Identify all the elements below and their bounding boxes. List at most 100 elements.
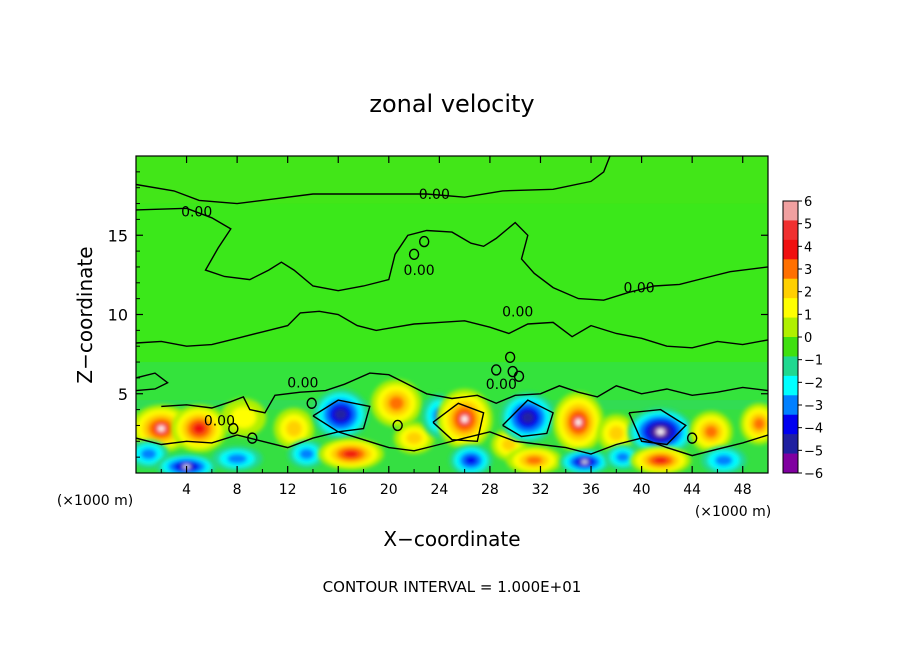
contour-label: 0.00 [404, 263, 435, 279]
contour-ring [491, 364, 502, 376]
velocity-cell [506, 446, 562, 473]
contour-interval-text: CONTOUR INTERVAL = 1.000E+01 [323, 578, 582, 596]
contour-ring [418, 235, 430, 248]
x-tick-label: 40 [633, 482, 651, 498]
y-tick-label: 5 [118, 385, 128, 404]
colorbar-label: 0 [804, 331, 812, 346]
colorbar-segment [783, 434, 798, 454]
zero-contours [136, 156, 768, 457]
velocity-cell [171, 404, 228, 453]
x-tick-label: 24 [430, 482, 448, 498]
colorbar-segment [783, 453, 798, 474]
colorbar-segment [783, 375, 798, 396]
colorbar-label: −5 [804, 444, 823, 459]
velocity-features [136, 379, 768, 473]
contour-labels: 0.00 0.00 0.00 0.00 0.00 0.00 0.00 0.00 [181, 187, 655, 430]
colorbar: 6 5 4 3 2 1 0 −1 −2 −3 −4 −5 −6 [782, 195, 823, 482]
x-tick-label: 48 [734, 482, 752, 498]
colorbar-segment [783, 201, 798, 221]
x-unit-left: (×1000 m) [57, 493, 133, 509]
contour-line [161, 372, 768, 414]
y-tick-label: 15 [108, 226, 128, 245]
colorbar-segment [783, 395, 798, 416]
velocity-cell [559, 449, 610, 473]
velocity-cell [449, 444, 493, 473]
colorbar-label: −4 [804, 422, 823, 437]
contour-line [502, 399, 554, 438]
contour-line [136, 372, 169, 392]
colorbar-label: −3 [804, 399, 823, 414]
x-axis: 4 8 12 16 20 24 28 32 36 40 44 48 [160, 156, 752, 498]
colorbar-label: 6 [804, 195, 812, 210]
colorbar-label: 5 [804, 218, 812, 233]
velocity-cell [287, 439, 326, 469]
colorbar-segment [783, 414, 798, 435]
colorbar-segment [783, 298, 798, 318]
contour-label: 0.00 [204, 414, 235, 430]
contour-label: 0.00 [419, 187, 450, 203]
colorbar-label: −2 [804, 376, 823, 391]
contour-label: 0.00 [623, 281, 654, 297]
colorbar-segment [783, 220, 798, 241]
colorbar-segment [783, 278, 798, 299]
contour-label: 0.00 [486, 377, 517, 393]
plot-area: 0.00 0.00 0.00 0.00 0.00 0.00 0.00 0.00 [135, 155, 769, 474]
contour-ring [686, 432, 698, 444]
contour-ring [228, 422, 239, 435]
contour-line [432, 402, 485, 443]
x-tick-label: 32 [532, 482, 550, 498]
velocity-cell [273, 408, 315, 450]
velocity-cell [740, 403, 768, 445]
colorbar-label: 4 [804, 240, 812, 255]
colorbar-segment [783, 337, 798, 357]
velocity-cell [597, 414, 636, 453]
velocity-cell [318, 438, 384, 470]
contour-line [136, 310, 768, 349]
contour-line [312, 399, 371, 433]
contour-ring [504, 351, 516, 363]
x-tick-label: 28 [481, 482, 499, 498]
velocity-cell [701, 446, 747, 473]
contour-line [136, 156, 611, 205]
chart-title: zonal velocity [369, 90, 534, 118]
contour-line [628, 408, 687, 446]
colorbar-label: 3 [804, 263, 812, 278]
colorbar-label: 1 [804, 308, 812, 323]
velocity-cell [371, 379, 422, 428]
contour-label: 0.00 [502, 304, 533, 320]
x-unit-right: (×1000 m) [695, 504, 771, 520]
contour-ring [408, 248, 420, 260]
colorbar-segment [783, 356, 798, 377]
velocity-cell [689, 411, 733, 453]
x-tick-label: 20 [380, 482, 398, 498]
contour-ring [306, 397, 317, 409]
colorbar-segment [783, 239, 798, 260]
colorbar-label: −6 [804, 467, 823, 482]
contour-label: 0.00 [287, 376, 318, 392]
x-tick-label: 8 [233, 482, 242, 498]
contour-ring [247, 432, 258, 444]
x-tick-label: 16 [329, 482, 347, 498]
x-tick-label: 36 [582, 482, 600, 498]
contour-ring [392, 419, 403, 432]
x-axis-label: X−coordinate [383, 527, 520, 551]
contour-label: 0.00 [181, 204, 212, 220]
velocity-cell [630, 446, 691, 473]
y-axis: 5 10 15 [108, 171, 768, 458]
x-tick-label: 44 [683, 482, 701, 498]
colorbar-segment [783, 317, 798, 338]
x-tick-label: 4 [182, 482, 191, 498]
contour-line [136, 207, 768, 301]
y-tick-label: 10 [108, 306, 128, 325]
contour-line [136, 431, 768, 457]
y-axis-label: Z−coordinate [73, 246, 97, 383]
velocity-cell [393, 422, 435, 454]
x-tick-label: 12 [279, 482, 297, 498]
colorbar-label: −1 [804, 354, 823, 369]
velocity-cell [211, 446, 263, 472]
velocity-cell [220, 398, 267, 437]
colorbar-segment [783, 259, 798, 280]
contour-ring [513, 370, 525, 383]
velocity-cell [553, 392, 604, 453]
